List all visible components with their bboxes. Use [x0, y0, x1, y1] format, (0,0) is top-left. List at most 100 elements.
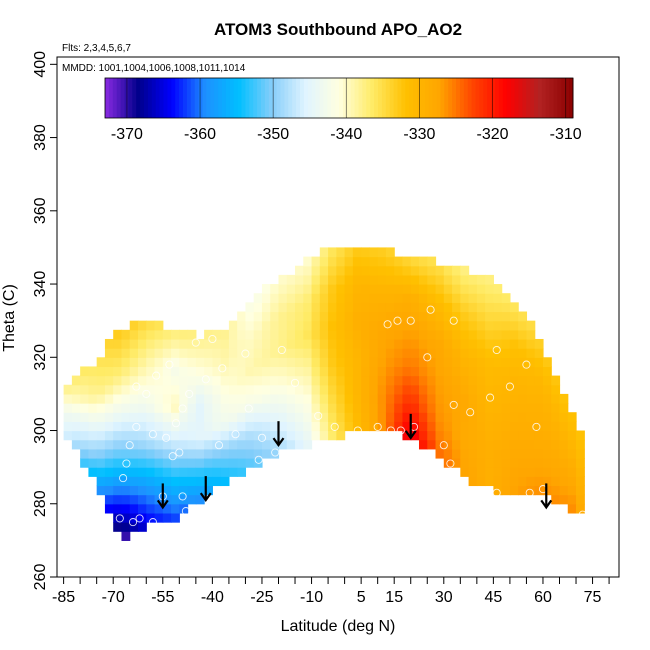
heatmap-cell [468, 421, 478, 432]
heatmap-cell [253, 457, 263, 468]
heatmap-cell [121, 329, 131, 340]
heatmap-cell [261, 412, 271, 422]
heatmap-cell [137, 403, 147, 413]
heatmap-cell [559, 421, 569, 432]
colorbar-segment [272, 78, 278, 118]
heatmap-cell [509, 320, 519, 331]
heatmap-cell [526, 421, 536, 432]
heatmap-cell [377, 311, 387, 322]
heatmap-cell [319, 274, 329, 285]
heatmap-cell [113, 329, 123, 340]
heatmap-cell [344, 393, 354, 404]
colorbar-segment [537, 78, 543, 118]
heatmap-cell [303, 366, 313, 377]
heatmap-cell [237, 320, 247, 331]
heatmap-cell [402, 320, 412, 331]
heatmap-cell [187, 403, 197, 413]
heatmap-cell [328, 311, 337, 322]
heatmap-cell [319, 284, 329, 294]
heatmap-cell [261, 439, 271, 450]
heatmap-cell [476, 293, 486, 303]
heatmap-cell [344, 274, 354, 285]
heatmap-cell [261, 293, 271, 303]
heatmap-cell [319, 329, 329, 340]
observation-point [115, 514, 124, 523]
observation-point [181, 507, 190, 516]
heatmap-cell [295, 311, 304, 322]
heatmap-cell [493, 348, 503, 358]
heatmap-cell [410, 311, 420, 322]
heatmap-cell [121, 522, 131, 532]
heatmap-cell [179, 485, 189, 496]
heatmap-cell [344, 412, 354, 422]
heatmap-cell [336, 265, 346, 276]
heatmap-cell [253, 421, 263, 432]
colorbar-segment [315, 78, 320, 118]
heatmap-cell [361, 274, 370, 285]
heatmap-cell [295, 412, 304, 422]
heatmap-cell [402, 375, 412, 386]
heatmap-cell [171, 457, 180, 468]
heatmap-cell [220, 430, 230, 441]
heatmap-cell [253, 448, 263, 459]
colorbar-segment [510, 78, 515, 118]
heatmap-cell [485, 476, 494, 487]
observation-point [396, 426, 405, 435]
heatmap-cell [418, 256, 428, 267]
heatmap-cell [361, 421, 370, 432]
heatmap-cell [303, 348, 313, 358]
heatmap-cell [534, 412, 544, 422]
heatmap-cell [369, 375, 379, 386]
colorbar-segment [241, 78, 246, 118]
heatmap-cell [253, 412, 263, 422]
heatmap-cell [311, 421, 321, 432]
heatmap-cell [352, 302, 362, 313]
heatmap-cell [344, 265, 354, 276]
heatmap-cell [212, 357, 222, 368]
plot-frame [56, 56, 620, 578]
heatmap-cell [559, 403, 569, 413]
heatmap-cell [96, 403, 106, 413]
heatmap-cell [460, 320, 470, 331]
heatmap-cell [344, 357, 354, 368]
heatmap-cell [146, 421, 156, 432]
heatmap-cell [261, 393, 271, 404]
heatmap-cell [542, 357, 552, 368]
colorbar-segment [514, 78, 519, 118]
heatmap-cell [220, 439, 230, 450]
heatmap-cell [452, 302, 461, 313]
heatmap-cell [146, 430, 156, 441]
heatmap-cell [228, 329, 238, 340]
heatmap-cell [129, 494, 139, 505]
observation-point [449, 400, 458, 409]
heatmap-cell [576, 494, 585, 505]
heatmap-cell [204, 338, 213, 349]
heatmap-cell [443, 293, 453, 303]
heatmap-cell [427, 265, 437, 276]
heatmap-cell [311, 302, 321, 313]
heatmap-cell [501, 430, 511, 441]
heatmap-cell [501, 457, 511, 468]
heatmap-cell [476, 448, 486, 459]
heatmap-cell [410, 348, 420, 358]
heatmap-cell [129, 320, 139, 331]
heatmap-cell [286, 393, 296, 404]
x-tick-label: 30 [435, 589, 453, 606]
heatmap-cell [410, 338, 420, 349]
heatmap-cell [286, 366, 296, 377]
heatmap-cell [377, 284, 387, 294]
heatmap-cell [336, 311, 346, 322]
heatmap-cell [576, 485, 585, 496]
colorbar-segment [128, 78, 133, 118]
heatmap-cell [551, 457, 561, 468]
heatmap-cell [518, 439, 528, 450]
heatmap-cell [452, 320, 461, 331]
heatmap-cell [559, 439, 569, 450]
heatmap-cell [485, 448, 494, 459]
colorbar-segment [307, 78, 313, 118]
heatmap-cell [534, 467, 544, 477]
heatmap-cell [418, 384, 428, 395]
heatmap-cell [146, 338, 156, 349]
heatmap-cell [137, 357, 147, 368]
heatmap-cell [270, 357, 280, 368]
